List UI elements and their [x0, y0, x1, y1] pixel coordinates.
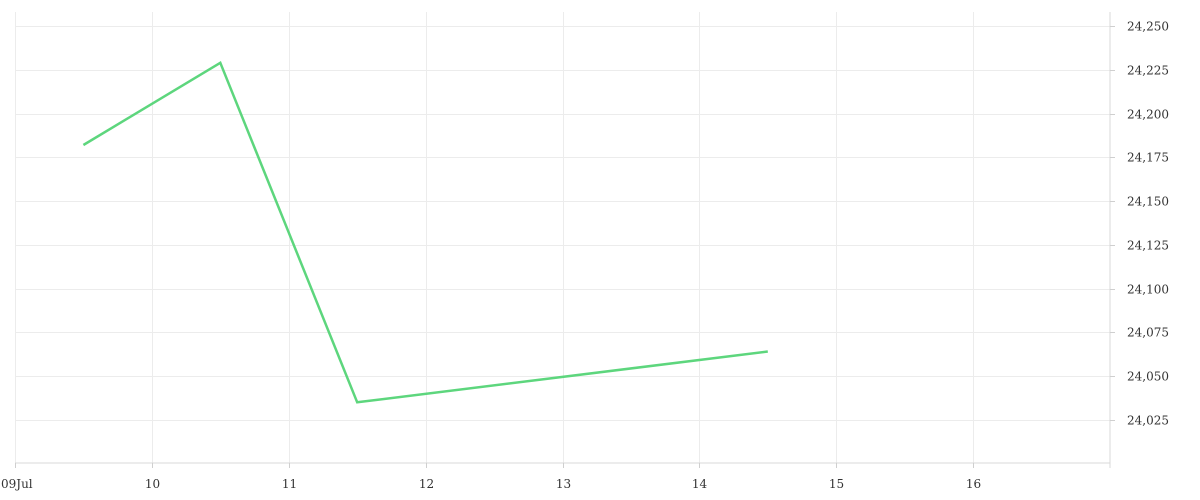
y-tick-label: 24,175: [1127, 151, 1169, 165]
x-tick-label: 15: [829, 477, 844, 491]
x-tick-label: 14: [692, 477, 708, 491]
x-tick-label: 12: [419, 477, 434, 491]
y-tick-label: 24,125: [1127, 239, 1169, 253]
x-tick-label: 09Jul: [1, 477, 33, 491]
y-tick-label: 24,050: [1127, 370, 1169, 384]
x-axis-ticks: 09Jul 10 11 12 13 14 15 16: [1, 463, 981, 491]
y-tick-label: 24,075: [1127, 326, 1169, 340]
y-tick-label: 24,025: [1127, 414, 1169, 428]
series-layer: [82, 60, 768, 404]
x-tick-label: 11: [282, 477, 297, 491]
y-tick-label: 24,225: [1127, 64, 1169, 78]
series-line: [82, 60, 768, 404]
grid: [15, 12, 1110, 463]
y-tick-label: 24,250: [1127, 20, 1169, 34]
y-tick-label: 24,200: [1127, 108, 1169, 122]
x-tick-label: 13: [556, 477, 571, 491]
x-tick-label: 16: [966, 477, 981, 491]
y-axis-ticks: 24,025 24,050 24,075 24,100 24,125 24,150 24,1…: [1110, 20, 1169, 428]
x-tick-label: 10: [145, 477, 160, 491]
y-tick-label: 24,100: [1127, 283, 1169, 297]
axes: [15, 12, 1111, 468]
y-tick-label: 24,150: [1127, 195, 1169, 209]
